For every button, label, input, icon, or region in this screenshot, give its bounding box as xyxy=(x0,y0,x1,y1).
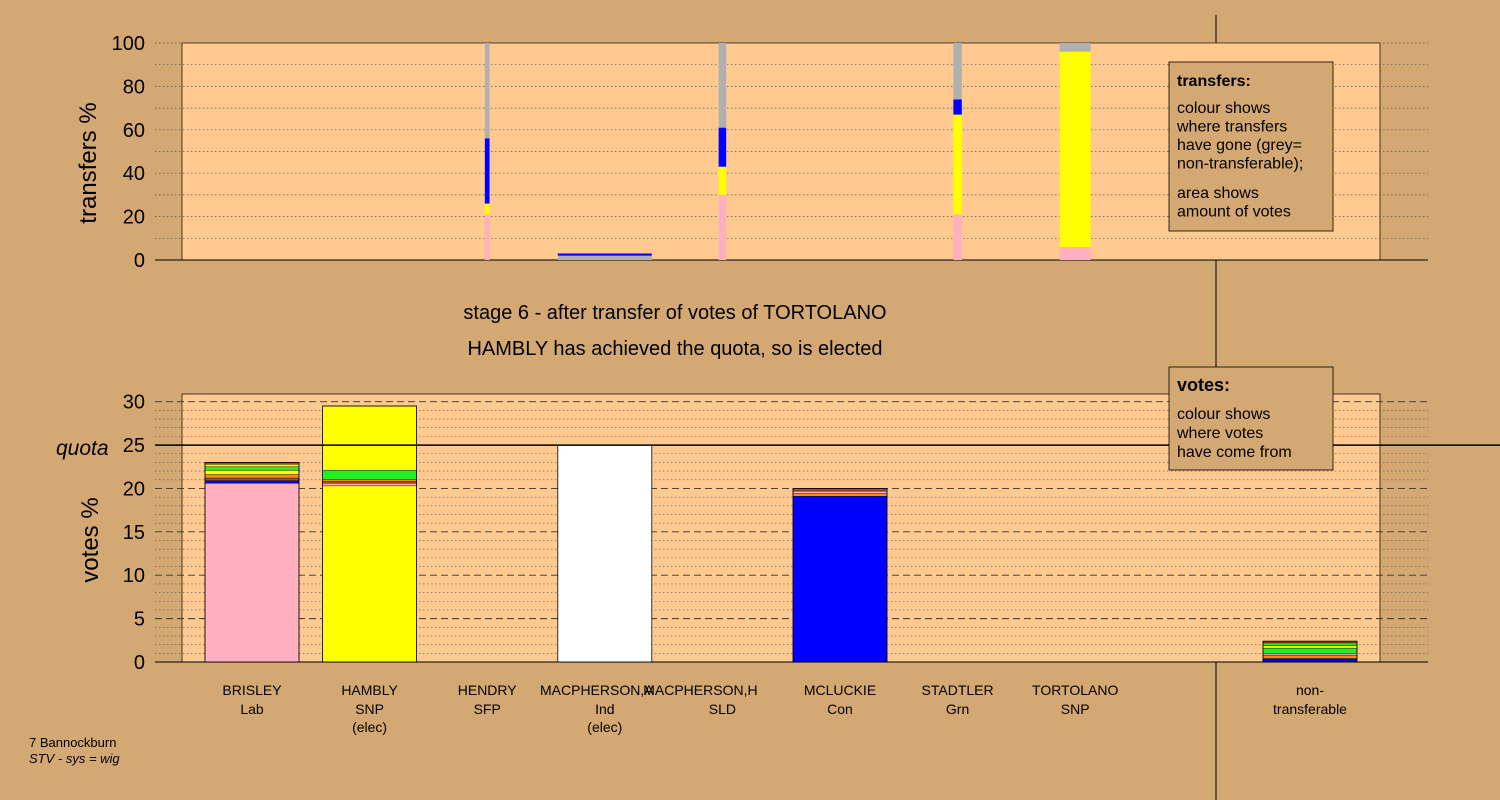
quota-label: quota xyxy=(56,437,109,460)
vote-segment-snp xyxy=(204,470,300,475)
transfers-y-axis-label: transfers % xyxy=(75,102,102,223)
candidate-name-label: HENDRY xyxy=(458,682,518,698)
candidate-name-label: MACPHERSON,A xyxy=(540,682,654,698)
transfer-segment-nontransferable xyxy=(718,43,727,128)
candidate-name-label: HAMBLY xyxy=(341,682,398,698)
transfer-segment-nontransferable xyxy=(1059,43,1091,52)
vote-segment-grn xyxy=(204,466,300,471)
transfers-y-tick-label: 0 xyxy=(134,250,145,272)
votes-y-tick-label: 0 xyxy=(134,652,145,674)
vote-segment-lab xyxy=(204,483,300,663)
transfer-segment-snp xyxy=(484,203,490,215)
vote-bar-outline xyxy=(322,405,418,663)
candidate-party-label: Lab xyxy=(240,701,264,717)
elected-caption: HAMBLY has achieved the quota, so is ele… xyxy=(467,338,882,360)
votes-y-tick-label: 15 xyxy=(123,522,145,544)
vote-segment-sld xyxy=(792,493,888,497)
transfer-segment-lab xyxy=(484,214,490,260)
candidate-party-label: Con xyxy=(827,701,853,717)
candidate-party-label: Ind xyxy=(595,701,614,717)
stage-caption: stage 6 - after transfer of votes of TOR… xyxy=(463,302,886,324)
votes-y-tick-label: 10 xyxy=(123,565,145,587)
vote-segment-sld xyxy=(204,474,300,479)
transfer-segment-nontransferable xyxy=(484,43,490,139)
votes-y-axis-label: votes % xyxy=(77,497,104,582)
votes-legend-line: have come from xyxy=(1177,444,1292,461)
votes-y-tick-label: 25 xyxy=(123,435,145,457)
votes-legend-box xyxy=(1168,366,1334,471)
vote-segment-sld xyxy=(1262,654,1358,659)
transfers-y-tick-label: 20 xyxy=(123,207,145,229)
candidate-party-label: SFP xyxy=(474,701,501,717)
vote-segment-con xyxy=(1262,658,1358,663)
votes-y-tick-label: 20 xyxy=(123,478,145,500)
transfers-y-tick-label: 40 xyxy=(123,163,145,185)
vote-segment-lab xyxy=(322,483,417,487)
vote-segment-grn xyxy=(1262,647,1358,654)
transfer-segment-con xyxy=(484,138,490,204)
transfers-legend-title: transfers: xyxy=(1177,73,1251,90)
transfers-y-tick-label: 100 xyxy=(112,33,145,55)
transfer-segment-lab xyxy=(718,194,727,260)
transfer-segment-lab xyxy=(1059,246,1091,260)
votes-y-tick-label: 30 xyxy=(123,392,145,414)
candidate-status-label: (elec) xyxy=(352,719,387,735)
vote-segment-sfp xyxy=(204,477,300,481)
constituency-label: 7 Bannockburn xyxy=(29,735,117,750)
transfers-legend-line: where transfers xyxy=(1176,119,1287,136)
candidate-name-label: BRISLEY xyxy=(222,682,282,698)
candidate-status-label: (elec) xyxy=(587,719,622,735)
vote-segment-snp xyxy=(322,485,417,663)
vote-segment-ind xyxy=(557,444,652,663)
transfer-segment-snp xyxy=(1059,51,1091,247)
nontransferable-label: transferable xyxy=(1273,701,1347,717)
votes-legend-title: votes: xyxy=(1177,375,1230,395)
vote-segment-sfp xyxy=(322,481,417,484)
transfer-segment-lab xyxy=(953,214,962,260)
nontransferable-label: non- xyxy=(1296,682,1324,698)
transfers-legend-line: colour shows xyxy=(1177,100,1270,117)
votes-y-tick-label: 5 xyxy=(134,609,145,631)
vote-segment-snp xyxy=(322,405,417,471)
vote-segment-con xyxy=(204,480,300,484)
candidate-party-label: SNP xyxy=(355,701,384,717)
votes-legend-line: where votes xyxy=(1176,425,1263,442)
vote-segment-grn xyxy=(1262,642,1358,646)
transfers-legend-line: have gone (grey= xyxy=(1177,137,1302,154)
transfers-legend-line: non-transferable); xyxy=(1177,156,1303,173)
transfer-segment-con xyxy=(557,253,652,256)
candidate-name-label: MACPHERSON,H xyxy=(643,682,757,698)
votes-legend-line: colour shows xyxy=(1177,406,1270,423)
vote-bar-outline xyxy=(204,462,300,663)
vote-bar-outline xyxy=(792,488,888,663)
transfers-legend-box xyxy=(1168,61,1334,232)
vote-segment-lab xyxy=(792,490,888,494)
transfer-segment-nontransferable xyxy=(953,43,962,100)
system-label: STV - sys = wig xyxy=(29,751,120,766)
transfers-legend-line: amount of votes xyxy=(1177,204,1291,221)
transfer-segment-con xyxy=(953,99,962,115)
vote-segment-grn xyxy=(322,470,417,480)
candidate-name-label: TORTOLANO xyxy=(1032,682,1118,698)
transfer-segment-con xyxy=(718,127,727,167)
candidate-party-label: SNP xyxy=(1061,701,1090,717)
vote-segment-snp xyxy=(1262,645,1358,649)
transfer-segment-nontransferable xyxy=(557,255,652,260)
candidate-party-label: Grn xyxy=(946,701,969,717)
candidate-party-label: SLD xyxy=(709,701,736,717)
transfer-segment-snp xyxy=(718,166,727,195)
vote-bar-outline xyxy=(1262,640,1358,663)
transfers-y-tick-label: 60 xyxy=(123,120,145,142)
footer: 7 Bannockburn STV - sys = wig xyxy=(29,735,120,767)
candidate-name-label: MCLUCKIE xyxy=(804,682,876,698)
vote-segment-lab xyxy=(1262,653,1358,656)
transfer-segment-snp xyxy=(953,114,962,215)
vote-segment-sld xyxy=(322,479,417,482)
transfers-y-tick-label: 80 xyxy=(123,76,145,98)
transfers-legend-line: area shows xyxy=(1177,185,1259,202)
candidate-name-label: STADTLER xyxy=(922,682,994,698)
vote-segment-con xyxy=(792,496,888,663)
vote-segment-snp xyxy=(204,463,300,467)
